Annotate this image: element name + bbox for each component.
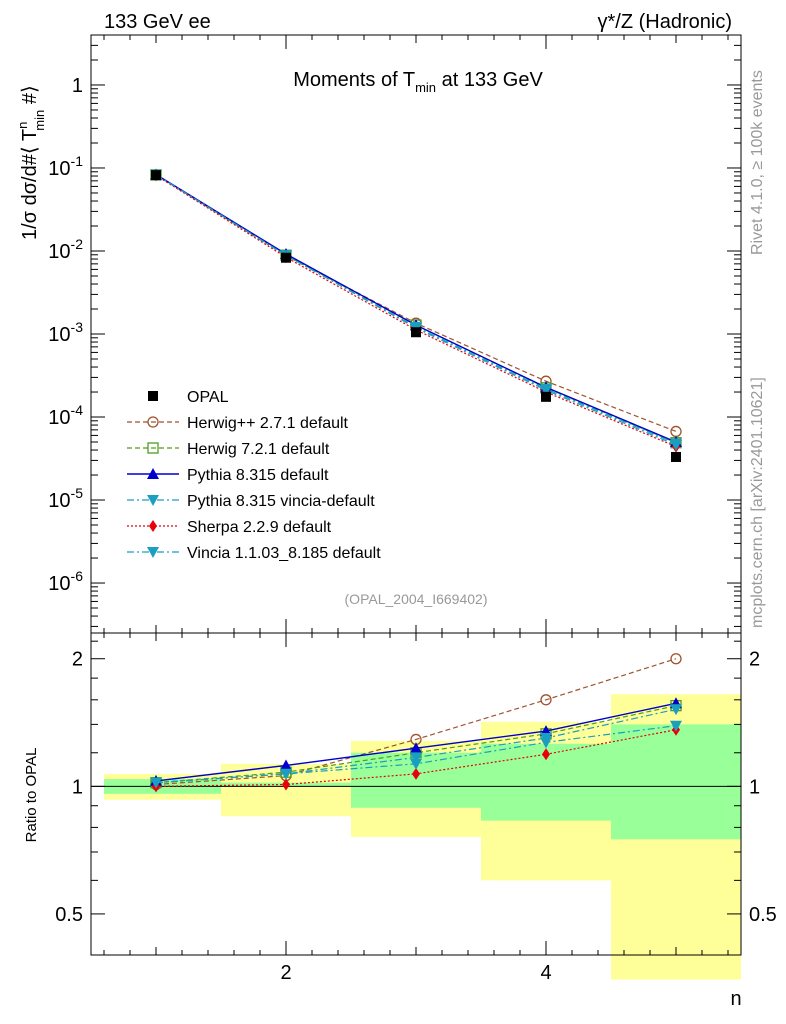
legend-entry: Herwig++ 2.7.1 default — [127, 415, 349, 432]
data-point — [411, 327, 421, 337]
data-point — [671, 426, 681, 436]
x-tick-label: 2 — [280, 962, 291, 984]
legend: OPAL Herwig++ 2.7.1 default Herwig 7.2.1 d… — [127, 389, 381, 562]
ratio-y-tick-label-right: 2 — [749, 649, 760, 671]
legend-label: OPAL — [187, 389, 229, 406]
x-tick-label: 4 — [540, 962, 551, 984]
series-line — [156, 175, 676, 432]
main-y-axis-label: 1/σ dσ/d#⟨ Tn min #⟩ — [15, 85, 47, 240]
legend-label: Pythia 8.315 vincia-default — [187, 493, 375, 510]
header-left-label: 133 GeV ee — [104, 11, 211, 33]
rivet-version-label: Rivet 4.1.0, ≥ 100k events — [749, 70, 766, 255]
y-tick-label: 10-4 — [48, 402, 83, 429]
ratio-y-tick-label-left: 0.5 — [55, 904, 83, 926]
analysis-id-label: (OPAL_2004_I669402) — [345, 591, 488, 607]
y-tick-label: 10-2 — [48, 236, 83, 263]
x-axis-label: n — [730, 988, 741, 1010]
ratio-y-tick-label-right: 1 — [749, 776, 760, 798]
chart-figure: 133 GeV ee γ*/Z (Hadronic) Moments of Tm… — [0, 0, 786, 1024]
series-line — [156, 175, 676, 446]
legend-entry: Vincia 1.1.03_8.185 default — [127, 545, 381, 562]
ratio-y-tick-label-left: 2 — [72, 649, 83, 671]
data-point — [281, 253, 291, 263]
series-pythia-8-315-vincia-default — [150, 170, 682, 450]
legend-entry: OPAL — [148, 389, 229, 406]
y-tick-label: 10-1 — [48, 153, 83, 180]
stat-uncertainty-band — [611, 724, 741, 839]
legend-entry: Pythia 8.315 vincia-default — [127, 493, 375, 510]
series-herwig-7-2-1-default — [151, 170, 681, 448]
legend-label: Pythia 8.315 default — [187, 467, 329, 484]
legend-marker — [149, 520, 157, 532]
series-line — [156, 175, 676, 443]
y-tick-label: 10-6 — [48, 568, 83, 595]
legend-label: Vincia 1.1.03_8.185 default — [187, 545, 381, 562]
legend-label: Herwig 7.2.1 default — [187, 441, 330, 458]
y-tick-label: 1 — [72, 75, 83, 97]
data-point — [671, 452, 681, 462]
ratio-y-tick-label-left: 1 — [72, 776, 83, 798]
series-line — [156, 175, 676, 444]
legend-entry: Sherpa 2.2.9 default — [127, 519, 332, 536]
legend-entry: Pythia 8.315 default — [127, 467, 329, 484]
y-tick-label: 10-5 — [48, 485, 83, 512]
ratio-y-tick-label-right: 0.5 — [749, 904, 777, 926]
header-right-label: γ*/Z (Hadronic) — [598, 11, 732, 33]
series-vincia-1-1-03-8-185-default — [150, 170, 682, 451]
main-chart-title: Moments of Tmin at 133 GeV — [293, 69, 543, 95]
mcplots-label: mcplots.cern.ch [arXiv:2401.10621] — [749, 377, 766, 628]
legend-label: Herwig++ 2.7.1 default — [187, 415, 349, 432]
series-line — [156, 175, 676, 445]
data-point — [541, 392, 551, 402]
legend-marker — [148, 391, 158, 401]
legend-entry: Herwig 7.2.1 default — [127, 441, 330, 458]
series-herwig-2-7-1-default — [151, 170, 681, 437]
legend-label: Sherpa 2.2.9 default — [187, 519, 332, 536]
ratio-y-axis-label: Ratio to OPAL — [23, 748, 40, 843]
data-point — [151, 170, 161, 180]
series-pythia-8-315-default — [150, 168, 682, 447]
y-tick-label: 10-3 — [48, 319, 83, 346]
